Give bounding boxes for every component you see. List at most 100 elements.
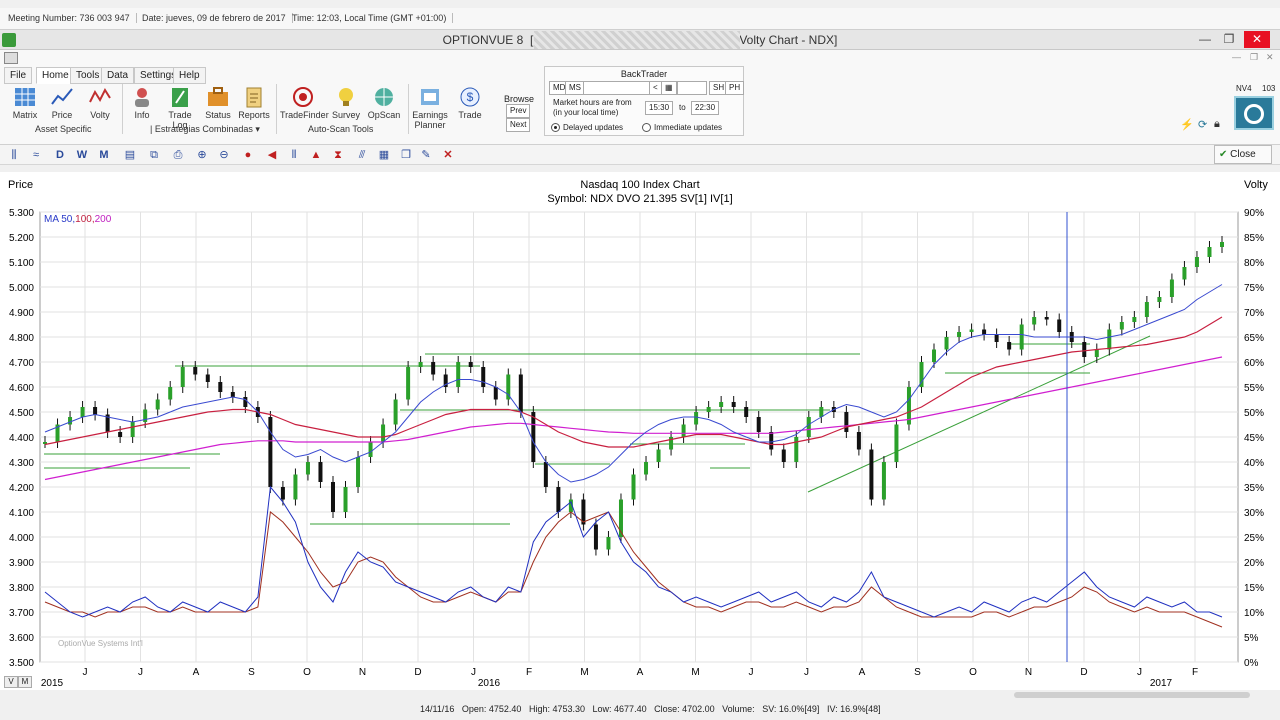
volty-chart[interactable]: 5.300 90% 5.200 85% 5.100 80% 5.000 75% 4.900 70%… (0, 172, 1280, 690)
line-chart-icon[interactable]: ≈ (32, 149, 40, 161)
hours-label-line2: (in your local time) (553, 108, 619, 117)
candle-body (1019, 324, 1024, 350)
month-tick-label: A (193, 667, 200, 678)
hours-label-line1: Market hours are from (553, 98, 632, 107)
minimize-button[interactable]: — (1199, 32, 1211, 46)
window-title: OPTIONVUE 8 [Volty Chart - NDX] (442, 33, 838, 47)
trade-log-button[interactable]: Trade Log (160, 86, 200, 130)
backtrader-time-field[interactable] (677, 81, 707, 95)
zoom-in-icon[interactable]: ⊕ (197, 149, 207, 161)
candle-body (543, 462, 548, 487)
candle-body (180, 367, 185, 387)
price-chart-icon (51, 88, 73, 105)
candle-body (606, 537, 611, 550)
restore-button[interactable]: ❐ (1223, 32, 1235, 46)
inner-close-icon[interactable]: ✕ (1266, 52, 1274, 62)
immediate-updates-label: Immediate updates (654, 123, 723, 132)
candle-body (932, 349, 937, 362)
daily-button[interactable]: D (56, 149, 64, 161)
copy-icon[interactable]: ⧉ (150, 149, 158, 161)
chart-svg[interactable]: 5.300 90% 5.200 85% 5.100 80% 5.000 75% 4.900 70%… (0, 172, 1280, 690)
monthly-button[interactable]: M (99, 149, 109, 161)
view-v-button[interactable]: V (4, 676, 18, 688)
immediate-updates-radio[interactable] (642, 123, 651, 132)
candle-body (418, 362, 423, 367)
candle-body (944, 337, 949, 350)
tab-tools[interactable]: Tools (70, 67, 106, 84)
grid-icon[interactable]: ▦ (378, 149, 390, 161)
candle-body (431, 362, 436, 375)
tab-help[interactable]: Help (173, 67, 206, 84)
right-tick-label: 10% (1244, 608, 1264, 619)
survey-button[interactable]: Survey (326, 86, 366, 120)
hours-from-input[interactable]: 15:30 (645, 101, 673, 115)
columns-icon[interactable]: ⫴ (291, 149, 297, 161)
refresh-icon[interactable]: ⟳ (1198, 119, 1208, 131)
candle-body (481, 367, 486, 387)
candle-body (681, 424, 686, 437)
right-tick-label: 15% (1244, 583, 1264, 594)
candle-body (1057, 319, 1062, 332)
right-tick-label: 80% (1244, 258, 1264, 269)
info-button[interactable]: Info (122, 86, 162, 120)
scroll-left-icon[interactable]: ◀ (267, 149, 277, 161)
browse-prev-button[interactable]: Prev (506, 104, 531, 118)
study-icon[interactable]: ▤ (124, 149, 136, 161)
candle-body (506, 374, 511, 400)
matrix-button[interactable]: Matrix (5, 86, 45, 120)
candle-body (1007, 342, 1012, 350)
browse-next-button[interactable]: Next (506, 118, 531, 132)
status-button[interactable]: Status (198, 86, 238, 120)
meeting-time: Time: 12:03, Local Time (GMT +01:00) (286, 13, 454, 23)
print-icon[interactable]: ⎙ (173, 149, 183, 161)
tab-file[interactable]: File (4, 67, 33, 84)
record-icon[interactable]: ● (244, 149, 252, 161)
weekly-button[interactable]: W (76, 149, 88, 161)
group-estrategias[interactable]: | Estrategias Combinadas ▾ (150, 124, 260, 134)
tab-data[interactable]: Data (101, 67, 135, 84)
earnings-planner-button[interactable]: Earnings Planner (410, 86, 450, 130)
briefcase-icon (208, 87, 228, 106)
ph-button[interactable]: PH (725, 81, 745, 95)
opscan-button[interactable]: OpScan (364, 86, 404, 120)
volty-button[interactable]: Volty (80, 86, 120, 120)
candle-body (55, 424, 60, 442)
browse-label: Browse (504, 94, 535, 104)
window-close-button[interactable]: ✕ (1244, 31, 1270, 48)
month-tick-label: M (580, 667, 588, 678)
candle-body (618, 499, 623, 537)
hourglass-icon[interactable]: ⧗ (334, 149, 342, 161)
horizontal-scrollbar[interactable] (1014, 692, 1250, 698)
month-tick-label: F (526, 667, 532, 678)
step-back-icon[interactable]: < (649, 81, 662, 95)
connection-icon[interactable]: ⚡ (1180, 119, 1194, 131)
reports-button[interactable]: Reports (234, 86, 274, 120)
tradefinder-button[interactable]: TradeFinder (280, 86, 329, 120)
lock-icon[interactable]: 🔒︎ (1214, 118, 1220, 130)
trade-button[interactable]: $ Trade (450, 86, 490, 120)
candle-body (568, 499, 573, 512)
pencil-icon[interactable]: ✎ (421, 149, 431, 161)
view-m-button[interactable]: M (18, 676, 32, 688)
calendar-icon[interactable]: ▦ (661, 81, 677, 95)
tab-home[interactable]: Home (36, 67, 75, 84)
inner-restore-icon[interactable]: ❐ (1250, 52, 1259, 62)
chart-close-button[interactable]: ✔ Close (1214, 145, 1272, 164)
bar-chart-icon[interactable]: ⫼ (11, 149, 17, 161)
delayed-updates-label: Delayed updates (563, 123, 624, 132)
price-button[interactable]: Price (42, 86, 82, 120)
ms-button[interactable]: MS (565, 81, 585, 95)
mountain-icon[interactable]: ▲ (310, 149, 322, 161)
candle-body (155, 399, 160, 410)
hours-to-input[interactable]: 22:30 (691, 101, 719, 115)
tab-settings[interactable]: Settings (134, 67, 183, 84)
delayed-updates-radio[interactable] (551, 123, 560, 132)
zoom-out-icon[interactable]: ⊖ (219, 149, 229, 161)
ma50-legend: MA 50, (44, 214, 75, 225)
windows-icon[interactable]: ❐ (401, 149, 411, 161)
delete-icon[interactable]: ✕ (443, 149, 453, 161)
indicator-icon[interactable]: ⫻ (358, 149, 366, 161)
quick-access-icon[interactable] (4, 52, 18, 64)
to-label: to (679, 103, 686, 112)
inner-minimize-icon[interactable]: — (1232, 52, 1241, 62)
